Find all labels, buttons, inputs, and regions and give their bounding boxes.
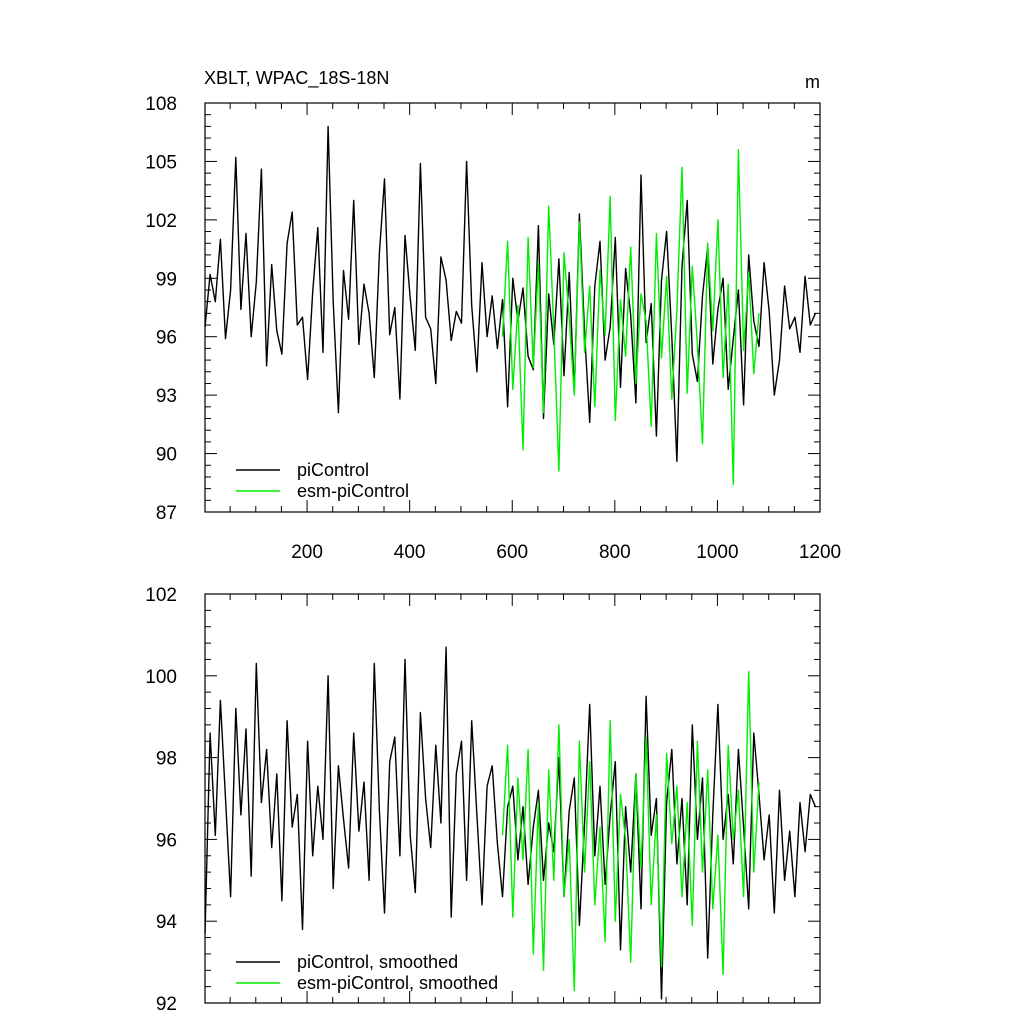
series-line-1 — [501, 671, 760, 992]
y-tick-label: 102 — [145, 211, 177, 232]
legend-label: piControl, smoothed — [297, 952, 458, 972]
x-tick-label: 800 — [599, 542, 631, 563]
y-tick-label: 100 — [145, 667, 177, 688]
y-tick-label: 96 — [156, 328, 177, 349]
y-tick-label: 96 — [156, 830, 177, 851]
x-tick-label: 1000 — [696, 542, 738, 563]
y-tick-label: 94 — [156, 912, 178, 933]
y-tick-label: 98 — [156, 749, 177, 770]
x-tick-label: 600 — [496, 542, 528, 563]
x-tick-label: 1200 — [799, 542, 841, 563]
plot-frame — [204, 102, 821, 513]
legend-label: esm-piControl — [297, 481, 409, 501]
series-line-1 — [501, 148, 760, 486]
y-tick-label: 87 — [156, 503, 177, 524]
y-tick-label: 92 — [156, 994, 177, 1015]
y-tick-label: 93 — [156, 386, 177, 407]
legend-label: piControl — [297, 460, 369, 480]
series-line-0 — [204, 125, 817, 463]
y-tick-label: 90 — [156, 445, 177, 466]
x-tick-label: 400 — [394, 542, 426, 563]
y-tick-label: 105 — [145, 152, 177, 173]
series-line-0 — [204, 646, 817, 1000]
unit-label: m — [805, 72, 820, 92]
y-tick-label: 102 — [145, 585, 177, 606]
chart-title: XBLT, WPAC_18S-18N — [204, 68, 389, 89]
top-panel: XBLT, WPAC_18S-18N m 87 90 93 96 99 102 105 108… — [145, 68, 841, 563]
y-tick-label: 99 — [156, 269, 177, 290]
legend-label: esm-piControl, smoothed — [297, 973, 498, 993]
x-tick-label: 200 — [291, 542, 323, 563]
bottom-panel: 92 94 96 98 100 102 piControl, smoothedesm-piC… — [145, 585, 821, 1015]
y-tick-label: 108 — [145, 94, 177, 115]
